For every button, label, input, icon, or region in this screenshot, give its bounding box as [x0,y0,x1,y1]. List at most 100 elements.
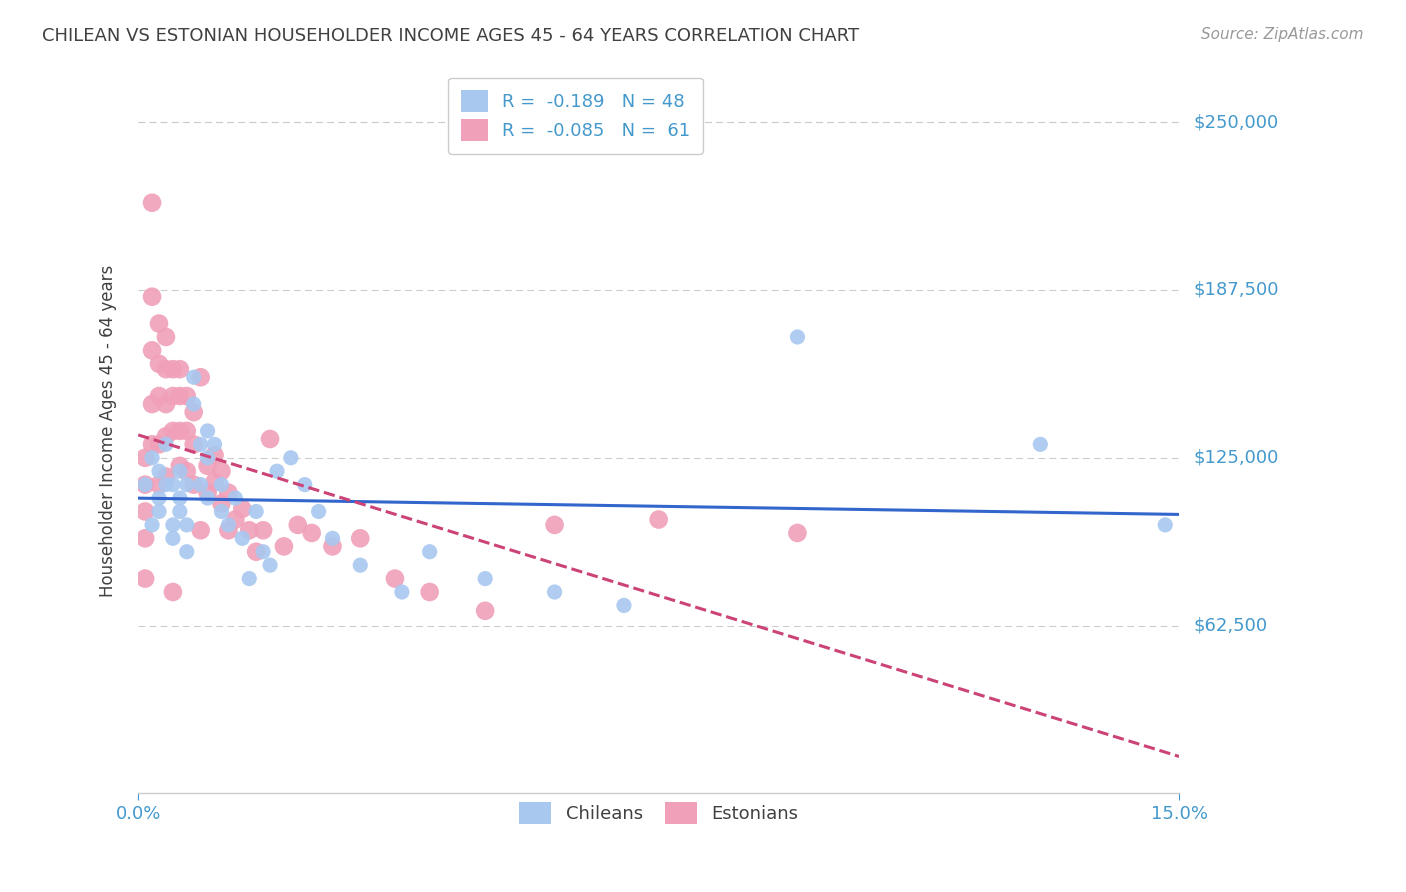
Point [176,517,198,532]
Point [238,572,260,586]
Point [474,572,496,586]
Point [474,604,496,618]
Point [148,491,170,505]
Point [391,585,413,599]
Point [384,572,406,586]
Point [162,477,184,491]
Point [204,475,226,489]
Point [141,437,163,451]
Point [141,517,163,532]
Point [349,531,371,545]
Point [197,458,219,473]
Text: CHILEAN VS ESTONIAN HOUSEHOLDER INCOME AGES 45 - 64 YEARS CORRELATION CHART: CHILEAN VS ESTONIAN HOUSEHOLDER INCOME A… [42,27,859,45]
Point [148,357,170,371]
Point [169,389,191,403]
Point [252,523,274,537]
Point [169,362,191,376]
Text: $250,000: $250,000 [1194,113,1278,131]
Point [183,477,205,491]
Point [155,397,177,411]
Point [148,504,170,518]
Point [183,405,205,419]
Point [224,491,246,505]
Point [134,477,156,491]
Point [148,317,170,331]
Point [613,599,636,613]
Point [245,504,267,518]
Point [169,491,191,505]
Point [176,389,198,403]
Point [148,389,170,403]
Point [141,343,163,358]
Point [204,437,226,451]
Text: $187,500: $187,500 [1194,281,1278,299]
Point [273,540,295,554]
Point [141,397,163,411]
Point [162,585,184,599]
Point [287,517,309,532]
Point [155,330,177,344]
Point [162,517,184,532]
Point [176,464,198,478]
Point [321,531,343,545]
Point [148,464,170,478]
Point [321,540,343,554]
Point [134,477,156,491]
Point [141,195,163,210]
Point [211,504,233,518]
Point [197,424,219,438]
Point [211,496,233,510]
Y-axis label: Householder Income Ages 45 - 64 years: Householder Income Ages 45 - 64 years [100,265,117,597]
Point [169,464,191,478]
Text: $62,500: $62,500 [1194,616,1267,634]
Point [162,424,184,438]
Point [176,424,198,438]
Point [134,504,156,518]
Point [183,397,205,411]
Point [231,501,253,516]
Point [419,585,441,599]
Text: $125,000: $125,000 [1194,449,1278,467]
Point [259,558,281,573]
Point [148,477,170,491]
Point [176,477,198,491]
Point [148,437,170,451]
Point [266,464,288,478]
Point [245,545,267,559]
Text: Source: ZipAtlas.com: Source: ZipAtlas.com [1201,27,1364,42]
Point [134,572,156,586]
Point [231,531,253,545]
Point [169,424,191,438]
Point [162,362,184,376]
Point [134,531,156,545]
Point [217,485,239,500]
Point [141,450,163,465]
Point [1154,517,1177,532]
Point [238,523,260,537]
Point [1029,437,1052,451]
Point [141,290,163,304]
Point [162,531,184,545]
Point [190,523,212,537]
Point [280,450,302,465]
Point [543,517,565,532]
Point [197,491,219,505]
Point [197,485,219,500]
Point [155,477,177,491]
Point [183,437,205,451]
Point [647,512,669,526]
Point [176,545,198,559]
Point [204,448,226,462]
Point [543,585,565,599]
Point [211,464,233,478]
Point [217,523,239,537]
Point [294,477,316,491]
Point [252,545,274,559]
Point [155,469,177,483]
Point [155,429,177,443]
Point [217,517,239,532]
Point [190,437,212,451]
Point [308,504,330,518]
Point [349,558,371,573]
Point [155,437,177,451]
